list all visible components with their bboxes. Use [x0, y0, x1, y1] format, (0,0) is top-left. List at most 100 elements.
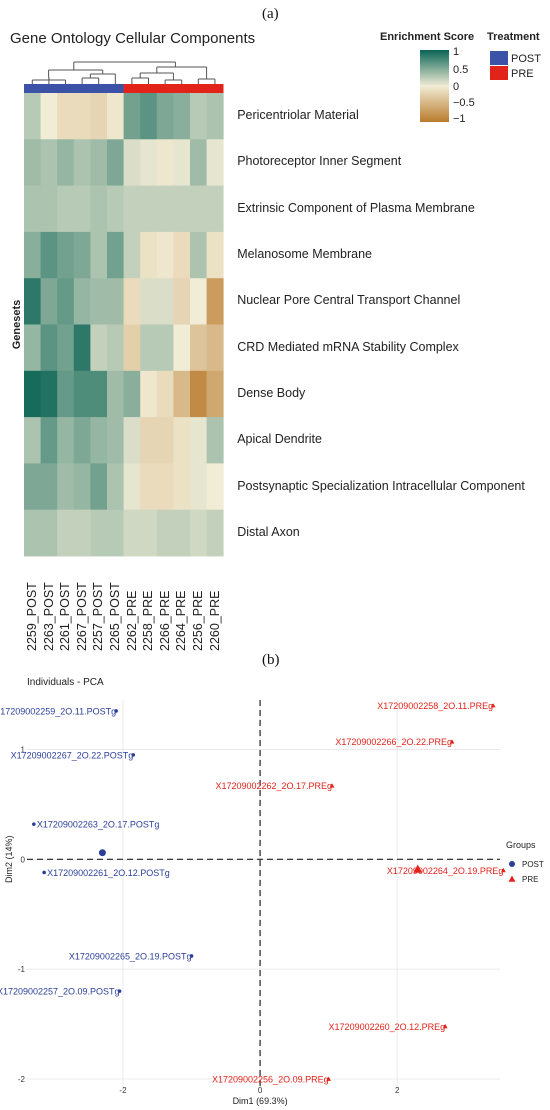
treatment-bar-2257_POST	[90, 84, 108, 93]
heatmap-cell	[156, 185, 174, 233]
enrichment-legend-title: Enrichment Score	[380, 31, 475, 43]
treatment-bar-2262_PRE	[123, 84, 141, 93]
heatmap-cell	[24, 139, 41, 186]
heatmap-cell	[57, 324, 75, 372]
heatmap-cell	[40, 417, 58, 464]
geneset-label: Dense Body	[237, 385, 306, 400]
heatmap-cell	[140, 463, 158, 511]
geneset-label: Extrinsic Component of Plasma Membrane	[237, 200, 475, 215]
pca-point-label: X17209002263_2O.17.POSTg	[37, 820, 160, 830]
y-tick-label: -2	[18, 1075, 26, 1084]
geneset-label: Distal Axon	[237, 524, 300, 539]
heatmap-title: Gene Ontology Cellular Components	[10, 30, 256, 47]
heatmap-cell	[40, 93, 58, 140]
heatmap-cell	[57, 278, 75, 325]
heatmap-cell	[206, 324, 224, 372]
x-tick-label: -2	[119, 1086, 127, 1095]
pca-centroid-pre	[413, 864, 423, 873]
heatmap-cell	[190, 370, 207, 418]
column-dendrogram	[31, 61, 216, 85]
heatmap-cell	[90, 370, 108, 418]
pca-point-label: X17209002264_2O.19.PREg	[387, 866, 504, 876]
heatmap-cell	[156, 324, 174, 372]
heatmap-cell	[73, 417, 91, 464]
heatmap-cell	[123, 370, 141, 418]
treatment-bar-2260_PRE	[206, 84, 224, 93]
pca-point-post	[131, 753, 136, 757]
heatmap-cell	[206, 185, 224, 233]
heatmap-cell	[40, 185, 58, 233]
heatmap-cell	[206, 231, 224, 279]
heatmap-cell	[40, 278, 58, 325]
heatmap-cell	[173, 93, 191, 140]
pca-point-pre	[326, 1076, 332, 1081]
heatmap-cell	[173, 139, 191, 186]
heatmap-cell	[57, 417, 75, 464]
pca-point-label: X17209002266_2O.22.PREg	[335, 737, 452, 747]
panel-b-label: (b)	[262, 652, 280, 668]
geneset-label: CRD Mediated mRNA Stability Complex	[237, 339, 459, 354]
heatmap-cell	[123, 417, 141, 464]
geneset-label: Pericentriolar Material	[237, 108, 359, 123]
treatment-bar-2263_POST	[40, 84, 58, 93]
heatmap-cell	[190, 185, 207, 233]
heatmap-cell	[73, 509, 91, 557]
pca-point-label: X17209002258_2O.11.PREg	[377, 701, 493, 711]
heatmap-cell	[57, 231, 75, 279]
pca-point-post	[42, 870, 46, 875]
pca-point-label: X17209002257_2O.09.POSTg	[0, 987, 120, 997]
heatmap-cell	[57, 185, 75, 233]
groups-legend-marker-pre	[508, 875, 516, 882]
heatmap-cell	[123, 509, 141, 557]
heatmap-cell	[57, 93, 75, 140]
legend-tick-0: 0	[453, 81, 460, 93]
heatmap-cell	[40, 509, 58, 557]
heatmap-cell	[140, 231, 158, 279]
heatmap-cell	[57, 370, 75, 418]
heatmap-cell	[190, 417, 207, 464]
geneset-label: Postsynaptic Specialization Intracellula…	[237, 478, 525, 493]
x-axis-label: Dim1 (69.3%)	[233, 1096, 288, 1106]
treatment-bar-2265_POST	[107, 84, 124, 93]
heatmap-cell	[107, 93, 124, 140]
pca-point-pre	[490, 703, 496, 708]
heatmap-cell	[90, 278, 108, 325]
heatmap-cell	[73, 278, 91, 325]
heatmap-cell	[156, 509, 174, 557]
heatmap-cell	[156, 139, 174, 186]
heatmap-cell	[107, 185, 124, 233]
heatmap-cell	[123, 93, 141, 140]
heatmap-cell	[190, 93, 207, 140]
treatment-legend-title: Treatment	[487, 31, 540, 43]
pca-point-post	[189, 954, 194, 958]
pca-point-label: X17209002261_2O.12.POSTg	[47, 868, 170, 878]
heatmap-cell	[123, 278, 141, 325]
heatmap-cell	[107, 463, 124, 511]
heatmap-cell	[90, 417, 108, 464]
pca-point-label: X17209002262_2O.17.PREg	[215, 781, 332, 791]
treatment-bar-2266_PRE	[156, 84, 174, 93]
pca-point-post	[117, 989, 122, 993]
genesets-axis-label: Genesets	[11, 300, 23, 350]
heatmap-cell	[140, 370, 158, 418]
heatmap-cell	[190, 278, 207, 325]
heatmap-cell	[190, 231, 207, 279]
treatment-legend-post: POST	[511, 53, 541, 65]
heatmap-cell	[90, 509, 108, 557]
groups-legend-marker-post	[509, 861, 515, 867]
pca-point-pre	[442, 1023, 448, 1029]
heatmap-cell	[206, 509, 224, 557]
pca-centroid-post	[98, 849, 106, 857]
heatmap-cell	[73, 463, 91, 511]
heatmap-cell	[206, 417, 224, 464]
heatmap-cell	[140, 139, 158, 186]
enrichment-legend-bar	[420, 50, 449, 122]
heatmap-cell	[24, 278, 41, 325]
geneset-label: Nuclear Pore Central Transport Channel	[237, 293, 461, 308]
heatmap-cell	[24, 370, 41, 418]
heatmap-cell	[173, 509, 191, 557]
heatmap-cell	[90, 324, 108, 372]
pca-point-label: X17209002260_2O.12.PREg	[329, 1022, 446, 1032]
heatmap-cell	[206, 278, 224, 325]
heatmap-cell	[90, 139, 108, 186]
